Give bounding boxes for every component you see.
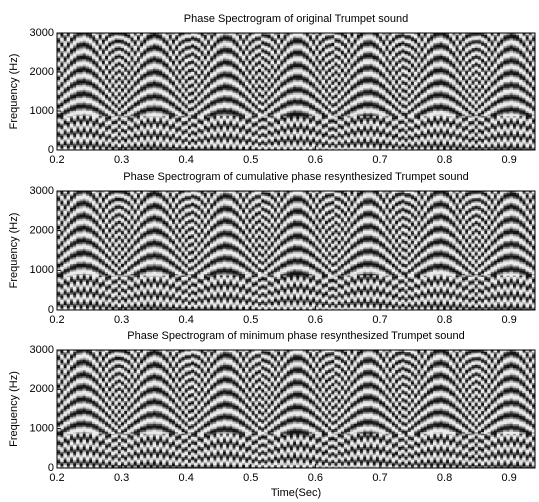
y-tick-label: 3000 [30, 344, 54, 356]
x-tick-label: 0.8 [437, 314, 452, 326]
x-tick-label: 0.2 [49, 314, 64, 326]
image-cells [57, 350, 536, 469]
image-cells [57, 33, 536, 151]
x-tick-label: 0.5 [243, 314, 258, 326]
x-axis-label: Time(Sec) [271, 487, 321, 499]
axes-frame [56, 32, 536, 151]
x-tick-label: 0.9 [502, 154, 517, 166]
y-tick-label: 1000 [30, 105, 54, 117]
x-tick-label: 0.8 [437, 472, 452, 484]
x-tick-label: 0.4 [179, 154, 194, 166]
image-cells [57, 191, 536, 311]
chart-title: Phase Spectrogram of minimum phase resyn… [127, 330, 465, 342]
x-tick-label: 0.4 [179, 472, 194, 484]
x-tick-label: 0.6 [308, 154, 323, 166]
chart-title: Phase Spectrogram of cumulative phase re… [123, 171, 468, 183]
x-tick-label: 0.7 [372, 154, 387, 166]
axes-frame [56, 190, 536, 311]
y-axis-label: Frequency (Hz) [8, 371, 20, 447]
image-cells [57, 350, 536, 469]
x-tick-label: 0.3 [114, 472, 129, 484]
x-tick-label: 0.2 [49, 154, 64, 166]
y-tick-label: 2000 [30, 66, 54, 78]
x-tick-label: 0.3 [114, 154, 129, 166]
x-tick-label: 0.7 [372, 314, 387, 326]
spectrogram-image [57, 33, 536, 151]
x-tick-label: 0.9 [502, 314, 517, 326]
x-tick-label: 0.7 [372, 472, 387, 484]
image-cells [57, 350, 536, 469]
image-cells [57, 33, 536, 151]
spectrogram-image [57, 350, 536, 469]
y-axis-label: Frequency (Hz) [8, 54, 20, 130]
image-cells [57, 33, 536, 151]
x-tick-label: 0.3 [114, 314, 129, 326]
y-tick-label: 2000 [30, 225, 54, 237]
y-tick-label: 2000 [30, 383, 54, 395]
x-tick-label: 0.4 [179, 314, 194, 326]
y-tick-label: 1000 [30, 264, 54, 276]
y-tick-label: 0 [48, 304, 54, 316]
x-tick-label: 0.9 [502, 472, 517, 484]
x-tick-label: 0.5 [243, 154, 258, 166]
y-tick-label: 0 [48, 144, 54, 156]
y-axis-label: Frequency (Hz) [8, 213, 20, 289]
x-tick-label: 0.6 [308, 472, 323, 484]
y-tick-label: 0 [48, 462, 54, 474]
y-tick-label: 1000 [30, 423, 54, 435]
y-tick-label: 3000 [30, 185, 54, 197]
chart-title: Phase Spectrogram of original Trumpet so… [184, 13, 408, 25]
x-tick-label: 0.8 [437, 154, 452, 166]
image-cells [57, 191, 536, 311]
image-cells [57, 191, 536, 311]
y-tick-label: 3000 [30, 27, 54, 39]
axes-frame [56, 349, 536, 469]
spectrogram-image [57, 191, 536, 311]
x-tick-label: 0.5 [243, 472, 258, 484]
x-tick-label: 0.6 [308, 314, 323, 326]
x-tick-label: 0.2 [49, 472, 64, 484]
